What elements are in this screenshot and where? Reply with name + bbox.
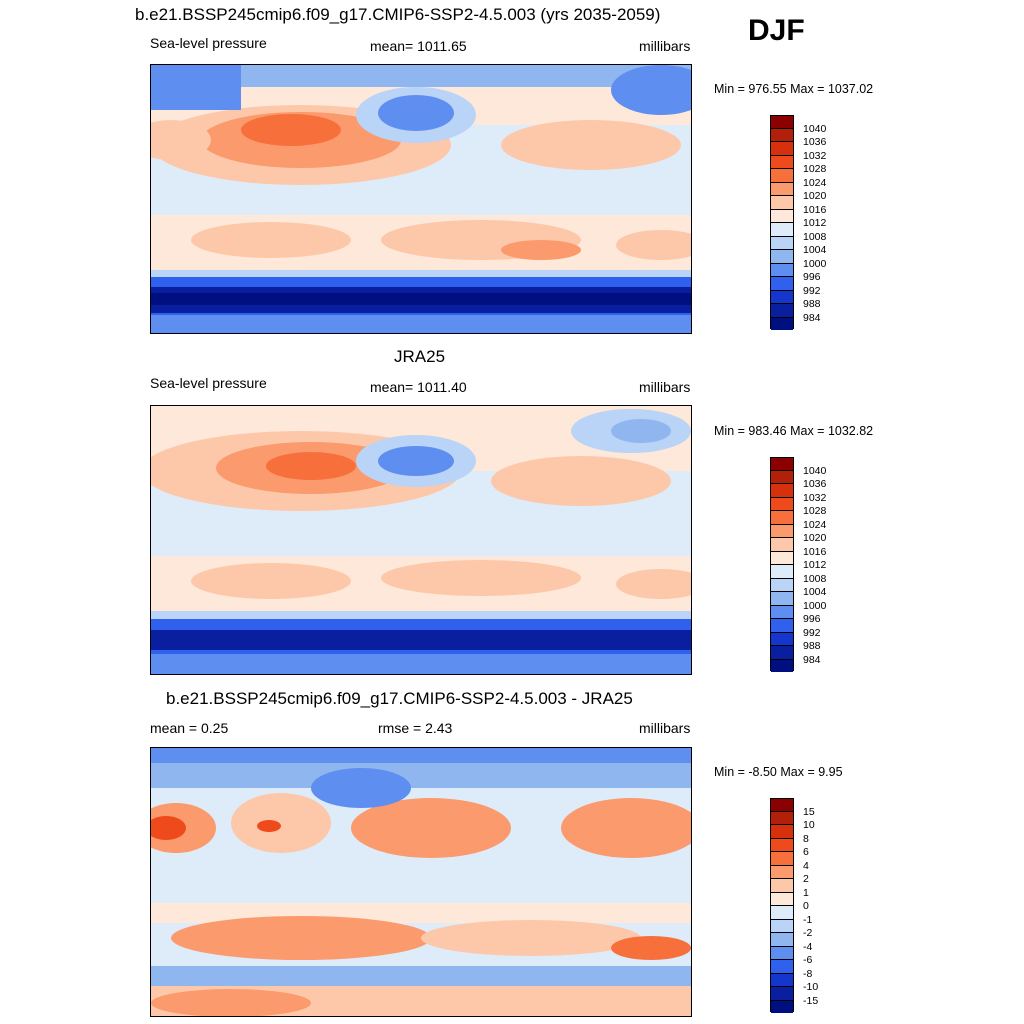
colorbar-tick: 1028 bbox=[803, 505, 827, 517]
panel2-title: JRA25 bbox=[394, 347, 446, 366]
colorbar-tick: 1036 bbox=[803, 478, 827, 490]
colorbar-tick: -6 bbox=[803, 954, 813, 966]
panel1-map bbox=[150, 64, 692, 334]
panel3-title: b.e21.BSSP245cmip6.f09_g17.CMIP6-SSP2-4.… bbox=[166, 689, 633, 708]
colorbar-tick: 1024 bbox=[803, 519, 827, 531]
colorbar-tick: -1 bbox=[803, 914, 813, 926]
panel2-units-label: millibars bbox=[639, 379, 691, 395]
colorbar-tick: 1032 bbox=[803, 150, 827, 162]
colorbar-tick: -2 bbox=[803, 927, 813, 939]
colorbar-tick: 1000 bbox=[803, 258, 827, 270]
colorbar-tick: 1040 bbox=[803, 123, 827, 135]
colorbar-tick: 984 bbox=[803, 654, 821, 666]
colorbar-tick: 10 bbox=[803, 819, 815, 831]
colorbar-tick: 1028 bbox=[803, 163, 827, 175]
panel1-title: b.e21.BSSP245cmip6.f09_g17.CMIP6-SSP2-4.… bbox=[135, 5, 661, 24]
colorbar-tick: -8 bbox=[803, 968, 813, 980]
colorbar-tick: 1040 bbox=[803, 465, 827, 477]
panel1-mean-label: mean= 1011.65 bbox=[370, 38, 467, 54]
colorbar-tick: 1008 bbox=[803, 231, 827, 243]
colorbar-tick: 1020 bbox=[803, 532, 827, 544]
colorbar-tick: 1032 bbox=[803, 492, 827, 504]
colorbar-tick: 992 bbox=[803, 285, 821, 297]
panel2-mean-label: mean= 1011.40 bbox=[370, 379, 467, 395]
panel2-minmax: Min = 983.46 Max = 1032.82 bbox=[714, 424, 874, 438]
panel3-minmax: Min = -8.50 Max = 9.95 bbox=[714, 765, 843, 779]
panel3-map bbox=[150, 747, 692, 1017]
colorbar-tick: 1036 bbox=[803, 136, 827, 148]
colorbar-tick: 996 bbox=[803, 613, 821, 625]
panel1-left-label: Sea-level pressure bbox=[150, 35, 267, 51]
colorbar-tick: -10 bbox=[803, 981, 819, 993]
colorbar-tick: 2 bbox=[803, 873, 809, 885]
colorbar-tick: 6 bbox=[803, 846, 809, 858]
colorbar-tick: 992 bbox=[803, 627, 821, 639]
colorbar-tick: 4 bbox=[803, 860, 809, 872]
colorbar-tick: 1 bbox=[803, 887, 809, 899]
colorbar-tick: 996 bbox=[803, 271, 821, 283]
colorbar-tick: 1020 bbox=[803, 190, 827, 202]
colorbar-tick: 15 bbox=[803, 806, 815, 818]
panel2-left-label: Sea-level pressure bbox=[150, 375, 267, 391]
colorbar-tick: 1012 bbox=[803, 217, 827, 229]
panel1-minmax: Min = 976.55 Max = 1037.02 bbox=[714, 82, 874, 96]
colorbar-tick: 1024 bbox=[803, 177, 827, 189]
colorbar-tick: 1016 bbox=[803, 546, 827, 558]
panel3-units-label: millibars bbox=[639, 720, 691, 736]
colorbar-tick: -4 bbox=[803, 941, 813, 953]
colorbar-tick: 1000 bbox=[803, 600, 827, 612]
panel1-units-label: millibars bbox=[639, 38, 691, 54]
panel3-rmse-label: rmse = 2.43 bbox=[378, 720, 453, 736]
colorbar-tick: 1012 bbox=[803, 559, 827, 571]
panel3-mean-label: mean = 0.25 bbox=[150, 720, 229, 736]
colorbar-tick: 1004 bbox=[803, 586, 827, 598]
season-label: DJF bbox=[748, 14, 805, 47]
colorbar-tick: 984 bbox=[803, 312, 821, 324]
colorbar-tick: 1008 bbox=[803, 573, 827, 585]
panel2-map bbox=[150, 405, 692, 675]
colorbar-tick: 0 bbox=[803, 900, 809, 912]
colorbar-tick: 1004 bbox=[803, 244, 827, 256]
colorbar-tick: 988 bbox=[803, 298, 821, 310]
colorbar-tick: -15 bbox=[803, 995, 819, 1007]
colorbar-tick: 1016 bbox=[803, 204, 827, 216]
colorbar-tick: 988 bbox=[803, 640, 821, 652]
colorbar-tick: 8 bbox=[803, 833, 809, 845]
